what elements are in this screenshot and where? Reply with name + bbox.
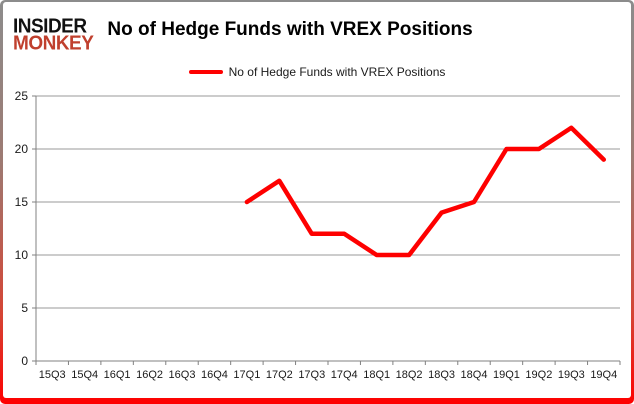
x-axis-label: 18Q1	[363, 369, 390, 381]
y-axis-label: 10	[15, 248, 29, 262]
x-axis-label: 17Q2	[266, 369, 293, 381]
y-axis-label: 0	[21, 354, 28, 368]
x-axis-label: 19Q1	[493, 369, 520, 381]
x-axis-label: 16Q1	[104, 369, 131, 381]
page-title: No of Hedge Funds with VREX Positions	[107, 19, 473, 40]
x-axis-label: 16Q3	[169, 369, 196, 381]
x-axis-label: 15Q4	[71, 369, 98, 381]
x-axis-label: 17Q4	[331, 369, 358, 381]
y-axis-label: 25	[15, 89, 29, 103]
x-axis-label: 19Q3	[558, 369, 585, 381]
x-axis-label: 17Q3	[298, 369, 325, 381]
y-axis-label: 15	[15, 195, 29, 209]
x-axis-label: 18Q3	[428, 369, 455, 381]
legend-line-swatch	[188, 70, 223, 74]
x-axis-label: 16Q4	[201, 369, 228, 381]
x-axis-label: 18Q2	[396, 369, 423, 381]
y-axis-label: 20	[15, 142, 29, 156]
x-axis-label: 19Q4	[590, 369, 617, 381]
y-axis-label: 5	[21, 301, 28, 315]
legend: No of Hedge Funds with VREX Positions	[3, 62, 631, 82]
x-axis-label: 17Q1	[233, 369, 260, 381]
line-chart: 0 5 10 15 20 25 15Q3 15Q4 16Q1 16Q2 16Q3 16Q4 17Q1 17…	[15, 89, 621, 381]
legend-label: No of Hedge Funds with VREX Positions	[228, 65, 446, 79]
logo-line2: MONKEY	[13, 32, 94, 55]
insider-monkey-logo: INSIDER MONKEY	[13, 14, 94, 55]
logo-line1: INSIDER	[13, 14, 87, 38]
x-axis-label: 19Q2	[525, 369, 552, 381]
header: INSIDER MONKEY No of Hedge Funds with VR…	[3, 2, 631, 60]
x-axis-label: 15Q3	[39, 369, 66, 381]
chart-line	[244, 125, 607, 258]
x-axis-label: 18Q4	[461, 369, 488, 381]
x-axis-label: 16Q2	[136, 369, 163, 381]
chart-canvas: INSIDER MONKEY No of Hedge Funds with VR…	[3, 2, 631, 398]
